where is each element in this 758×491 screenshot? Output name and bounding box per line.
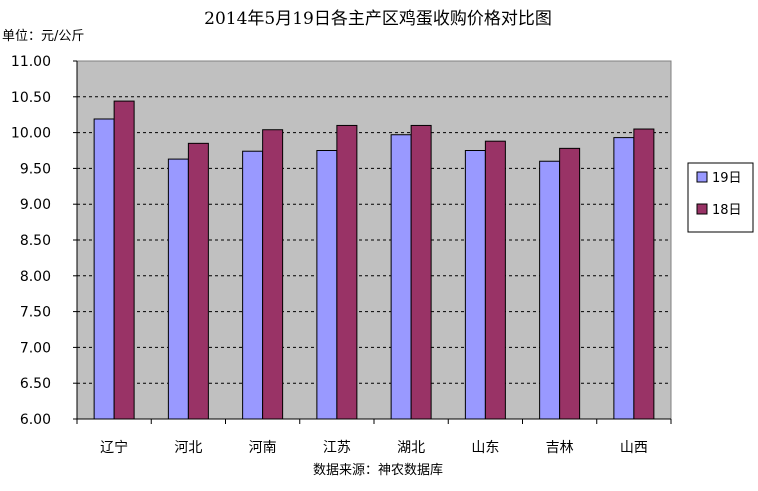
y-tick-label: 7.00 (20, 340, 51, 356)
legend-swatch (696, 171, 708, 183)
x-category-label: 湖北 (397, 440, 425, 456)
y-tick-label: 9.00 (20, 197, 51, 213)
bar-series1 (390, 134, 412, 420)
bar-series2 (633, 128, 655, 420)
y-tick-label: 10.00 (11, 126, 51, 142)
bar-series2 (262, 129, 284, 420)
y-tick-label: 10.50 (11, 90, 51, 106)
bar-series1 (464, 150, 486, 420)
bar-series1 (93, 118, 115, 420)
bars (93, 100, 655, 420)
chart-title: 2014年5月19日各主产区鸡蛋收购价格对比图 (204, 9, 552, 29)
y-tick-label: 7.50 (20, 305, 51, 321)
y-tick-label: 8.00 (20, 269, 51, 285)
x-axis-label: 数据来源：神农数据库 (313, 462, 443, 478)
x-category-label: 山东 (471, 440, 499, 456)
bar-series1 (242, 150, 264, 420)
y-axis-label: 单位：元/公斤 (2, 29, 84, 44)
x-category-label: 吉林 (546, 440, 574, 456)
legend-label: 19日 (712, 171, 742, 186)
legend-swatch (696, 203, 708, 215)
legend-label: 18日 (712, 203, 742, 218)
bar-series2 (187, 142, 209, 420)
x-category-label: 山西 (620, 440, 648, 456)
y-tick-label: 6.50 (20, 376, 51, 392)
x-category-label: 江苏 (323, 440, 351, 456)
x-category-label: 辽宁 (100, 439, 128, 456)
y-tick-label: 8.50 (20, 233, 51, 249)
x-categories: 辽宁 河北 河南 江苏 湖北 山东 吉林 山西 (76, 418, 672, 456)
y-tick-label: 9.50 (20, 161, 51, 177)
bar-series2 (113, 100, 135, 420)
legend: 19日 18日 (687, 162, 754, 233)
bar-series1 (613, 137, 635, 420)
bar-series2 (559, 147, 581, 420)
bar-series1 (539, 160, 561, 420)
bar-series2 (336, 124, 358, 420)
x-category-label: 河北 (174, 440, 202, 456)
x-category-label: 河南 (249, 440, 277, 456)
bar-series1 (316, 150, 338, 420)
y-tick-label: 11.00 (11, 54, 51, 70)
bar-series2 (484, 140, 506, 420)
bar-series2 (410, 124, 432, 420)
y-ticks: 6.00 6.50 7.00 7.50 8.00 8.50 9.00 9.50 10.00 10.… (11, 54, 78, 428)
bar-series1 (167, 158, 189, 420)
y-tick-label: 6.00 (20, 412, 51, 428)
